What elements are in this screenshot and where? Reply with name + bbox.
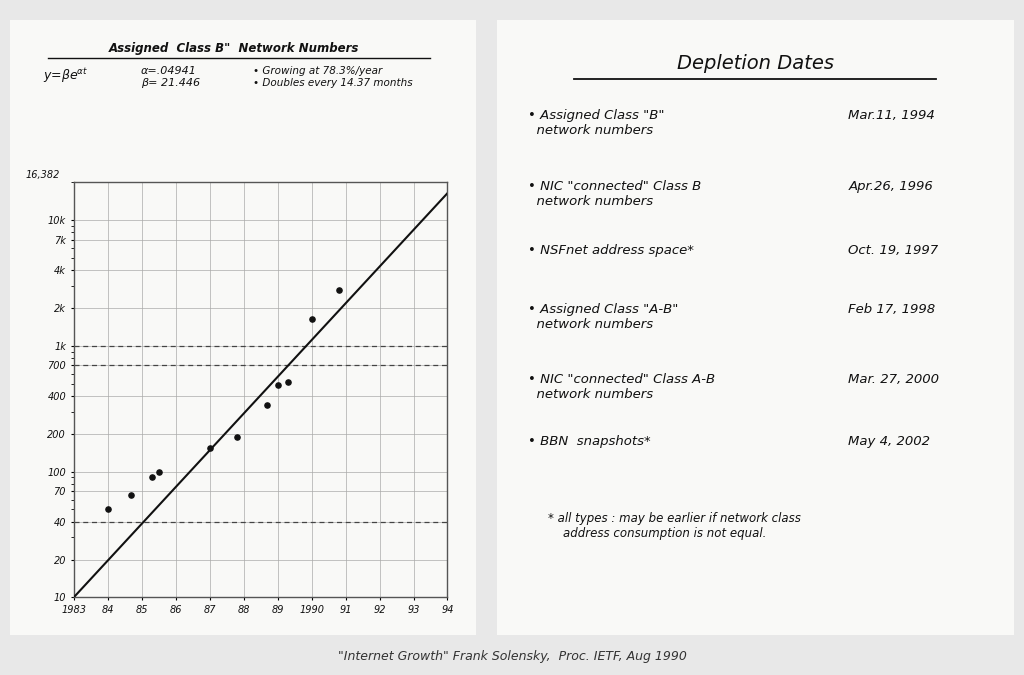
Text: Apr.26, 1996: Apr.26, 1996 <box>848 180 933 193</box>
FancyBboxPatch shape <box>0 0 495 659</box>
Text: Mar.11, 1994: Mar.11, 1994 <box>848 109 935 122</box>
Text: Feb 17, 1998: Feb 17, 1998 <box>848 303 935 316</box>
Point <box>269 379 286 390</box>
Point <box>228 431 245 442</box>
Text: α=.04941
β= 21.446: α=.04941 β= 21.446 <box>140 66 200 88</box>
Text: Depletion Dates: Depletion Dates <box>677 54 834 73</box>
Point <box>143 472 160 483</box>
Point <box>151 466 167 477</box>
Text: • BBN  snapshots*: • BBN snapshots* <box>527 435 650 448</box>
Point <box>99 504 116 515</box>
Point <box>202 442 218 453</box>
Text: May 4, 2002: May 4, 2002 <box>848 435 930 448</box>
Text: • Assigned Class "A-B"
  network numbers: • Assigned Class "A-B" network numbers <box>527 303 678 331</box>
Text: 16,382: 16,382 <box>26 170 59 180</box>
Point <box>331 284 347 295</box>
FancyBboxPatch shape <box>481 2 1024 653</box>
Text: • NIC "connected" Class A-B
  network numbers: • NIC "connected" Class A-B network numb… <box>527 373 715 402</box>
Point <box>303 313 319 324</box>
Text: Assigned  Class B"  Network Numbers: Assigned Class B" Network Numbers <box>109 42 359 55</box>
Text: Mar. 27, 2000: Mar. 27, 2000 <box>848 373 939 387</box>
Text: • Growing at 78.3%/year
• Doubles every 14.37 months: • Growing at 78.3%/year • Doubles every … <box>253 66 412 88</box>
Text: • NIC "connected" Class B
  network numbers: • NIC "connected" Class B network number… <box>527 180 700 208</box>
Text: * all types : may be earlier if network class
    address consumption is not equ: * all types : may be earlier if network … <box>549 512 801 539</box>
Text: • Assigned Class "B"
  network numbers: • Assigned Class "B" network numbers <box>527 109 665 137</box>
Text: y=$\beta$e$^{\alpha t}$: y=$\beta$e$^{\alpha t}$ <box>43 66 88 85</box>
Point <box>280 376 296 387</box>
Point <box>123 490 139 501</box>
Point <box>259 400 275 410</box>
Text: Oct. 19, 1997: Oct. 19, 1997 <box>848 244 938 257</box>
Text: "Internet Growth" Frank Solensky,  Proc. IETF, Aug 1990: "Internet Growth" Frank Solensky, Proc. … <box>338 650 686 663</box>
Text: • NSFnet address space*: • NSFnet address space* <box>527 244 693 257</box>
